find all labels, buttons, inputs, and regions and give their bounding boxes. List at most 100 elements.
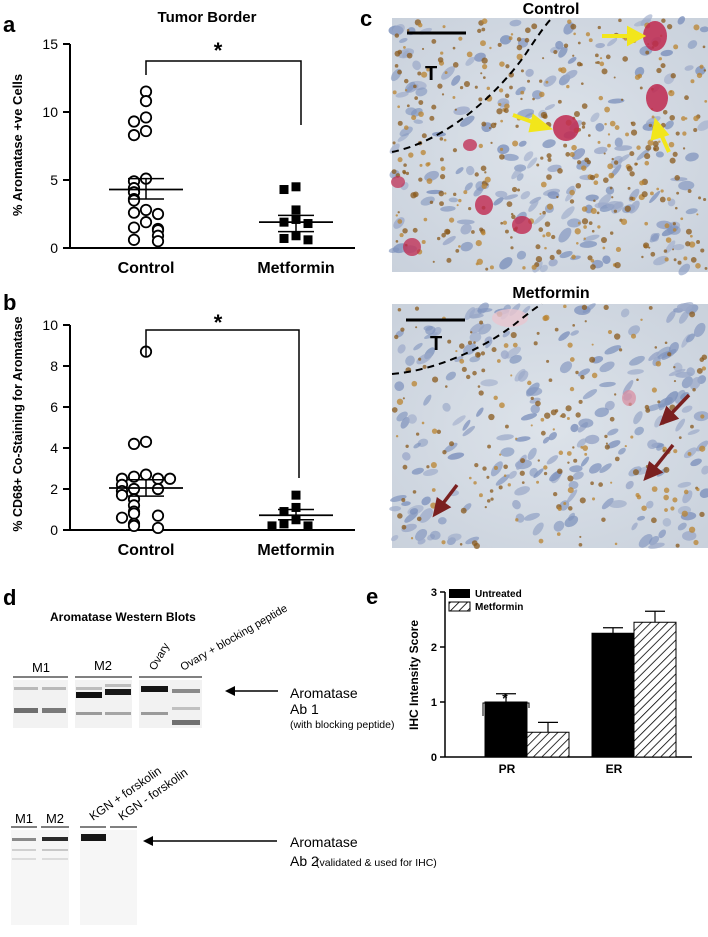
data-point-control bbox=[163, 472, 177, 485]
data-point-control bbox=[139, 111, 153, 124]
blot1-annotation-ab: Ab 1 bbox=[290, 701, 319, 717]
data-point-metformin bbox=[279, 185, 289, 195]
legend-metformin-swatch bbox=[448, 601, 471, 612]
y-tick-label: 10 bbox=[42, 104, 58, 120]
bar-metformin-pr bbox=[526, 731, 570, 758]
panel-c: c T Control bbox=[360, 0, 708, 550]
metformin-tumor-boundary bbox=[391, 303, 543, 375]
y-tick-label: 1 bbox=[431, 697, 437, 709]
data-point-control bbox=[127, 507, 141, 520]
metformin-micrograph: T bbox=[389, 301, 708, 550]
panel-a-title: Tumor Border bbox=[158, 9, 257, 26]
data-point-control bbox=[127, 233, 141, 246]
data-point-control bbox=[127, 221, 141, 234]
control-nuclei bbox=[388, 14, 708, 276]
blot2-annotation-ab: Ab 2 bbox=[290, 853, 319, 869]
panel-d: d Aromatase Western Blots M1 M2 Ovary Ov… bbox=[3, 585, 437, 925]
panel-a-points bbox=[109, 85, 333, 248]
data-point-control bbox=[127, 482, 141, 496]
data-point-metformin bbox=[279, 507, 289, 517]
data-point-control bbox=[139, 95, 153, 108]
panel-e-xlabel-er: ER bbox=[606, 762, 623, 776]
blot1-annotation-note: (with blocking peptide) bbox=[290, 719, 394, 731]
blot1-lane-m1: M1 bbox=[32, 660, 50, 675]
data-point-control bbox=[127, 437, 141, 450]
metformin-nuclei bbox=[389, 301, 708, 549]
y-tick-label: 2 bbox=[50, 481, 58, 497]
panel-b-points bbox=[109, 345, 333, 535]
metformin-title: Metformin bbox=[512, 285, 589, 302]
data-point-control bbox=[139, 435, 153, 448]
y-tick-label: 0 bbox=[431, 752, 437, 764]
legend-untreated-swatch bbox=[449, 589, 470, 598]
y-tick-label: 8 bbox=[50, 358, 58, 374]
y-tick-label: 6 bbox=[50, 399, 58, 415]
panel-c-label: c bbox=[360, 6, 372, 31]
data-point-metformin bbox=[303, 521, 313, 531]
panel-a: a Tumor Border % Aromatase +ve Cells 0 5 1… bbox=[3, 9, 355, 277]
blot2-lane-m2: M2 bbox=[46, 811, 64, 826]
panel-a-xlabel-control: Control bbox=[118, 260, 175, 277]
control-red-cells bbox=[391, 21, 668, 256]
blot1-strips bbox=[13, 680, 202, 728]
blot2-strips bbox=[11, 830, 137, 925]
panel-b: b % CD68+ Co-Staining for Aromatase 0 2 4 6… bbox=[3, 290, 355, 559]
blot2-annotation-note: (validated & used for IHC) bbox=[316, 857, 437, 869]
y-tick-label: 4 bbox=[50, 440, 58, 456]
data-point-control bbox=[115, 511, 129, 524]
data-point-metformin bbox=[303, 235, 313, 245]
panel-d-label: d bbox=[3, 585, 16, 610]
blot2-annotation-name: Aromatase bbox=[290, 834, 358, 850]
control-yellow-arrows bbox=[512, 25, 671, 153]
panel-a-xlabel-metformin: Metformin bbox=[257, 260, 334, 277]
legend-metformin-label: Metformin bbox=[475, 602, 523, 613]
y-tick-label: 0 bbox=[50, 522, 58, 538]
data-point-control bbox=[151, 509, 165, 522]
data-point-control bbox=[151, 207, 165, 221]
data-point-control bbox=[127, 206, 141, 219]
data-point-metformin bbox=[279, 233, 289, 243]
data-point-control bbox=[127, 194, 141, 207]
panel-e-ylabel: IHC Intensity Score bbox=[407, 620, 421, 730]
data-point-control bbox=[127, 115, 141, 128]
control-title: Control bbox=[523, 1, 580, 18]
data-point-control bbox=[115, 489, 129, 502]
data-point-metformin bbox=[279, 519, 289, 529]
panel-a-significance-star: * bbox=[214, 38, 223, 63]
data-point-control bbox=[127, 129, 141, 142]
bar-untreated-er bbox=[591, 632, 635, 758]
y-tick-label: 0 bbox=[50, 240, 58, 256]
panel-e-y-ticks: 0 1 2 3 bbox=[431, 587, 445, 764]
y-tick-label: 3 bbox=[431, 587, 437, 599]
y-tick-label: 10 bbox=[42, 317, 58, 333]
panel-b-xlabel-metformin: Metformin bbox=[257, 542, 334, 559]
metformin-tumor-marker: T bbox=[430, 333, 442, 355]
panel-e-significance-bracket bbox=[482, 702, 530, 716]
data-point-control bbox=[127, 519, 141, 533]
panel-a-significance-bracket bbox=[145, 60, 302, 125]
blot2-lane-m1: M1 bbox=[15, 811, 33, 826]
y-tick-label: 15 bbox=[42, 36, 58, 52]
data-point-control bbox=[139, 203, 153, 217]
data-point-metformin bbox=[291, 205, 301, 215]
data-point-control bbox=[139, 124, 153, 138]
data-point-metformin bbox=[291, 502, 301, 512]
panel-a-label: a bbox=[3, 12, 16, 37]
control-tumor-boundary bbox=[391, 17, 553, 153]
panel-b-label: b bbox=[3, 290, 16, 315]
data-point-control bbox=[151, 235, 165, 248]
panel-b-significance-bracket bbox=[145, 329, 300, 478]
panel-b-ylabel: % CD68+ Co-Staining for Aromatase bbox=[11, 316, 25, 531]
blot1-lane-m2: M2 bbox=[94, 658, 112, 673]
panel-e-bars bbox=[484, 610, 677, 758]
metformin-dark-red-arrows bbox=[432, 393, 691, 518]
bar-metformin-er bbox=[633, 621, 677, 758]
panel-e-significance-star: * bbox=[502, 690, 508, 706]
y-tick-label: 5 bbox=[50, 172, 58, 188]
data-point-control bbox=[139, 216, 153, 229]
data-point-metformin bbox=[267, 521, 277, 531]
panel-b-y-ticks: 0 2 4 6 8 10 bbox=[42, 317, 70, 538]
panel-b-xlabel-control: Control bbox=[118, 542, 175, 559]
data-point-control bbox=[151, 521, 165, 535]
panel-a-y-ticks: 0 5 10 15 bbox=[42, 36, 70, 256]
